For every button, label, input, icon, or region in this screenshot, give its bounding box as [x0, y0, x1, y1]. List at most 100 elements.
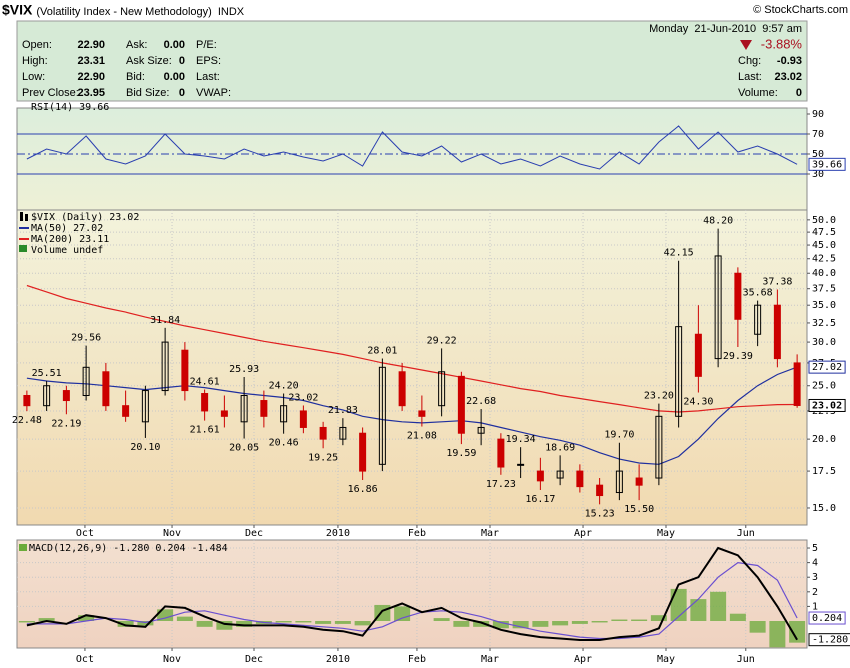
high-label: 24.20 — [269, 381, 299, 392]
quote-label: Prev Close: — [22, 87, 79, 99]
last-value-label: -1.280 — [812, 635, 848, 646]
histogram-bar — [236, 621, 253, 627]
moving-average — [26, 284, 798, 413]
quote-value: 0.00 — [164, 39, 185, 51]
low-label: 21.08 — [407, 431, 437, 442]
y-tick-label: 42.5 — [812, 254, 836, 265]
histogram-bar — [315, 621, 332, 624]
histogram-bar — [473, 621, 490, 627]
histogram-bar — [591, 621, 608, 623]
quote-value: 0.00 — [164, 71, 185, 83]
panel-title: MACD(12,26,9) — [29, 543, 107, 554]
histogram-bar — [78, 615, 95, 621]
change-pct: -3.88% — [761, 36, 803, 51]
x-tick-label: Mar — [481, 528, 499, 539]
histogram-bar — [769, 621, 786, 648]
y-tick-label: 3 — [812, 572, 818, 583]
low-label: 29.39 — [723, 351, 753, 362]
candle-body — [754, 304, 762, 335]
last-value-label: 27.02 — [812, 362, 842, 373]
y-tick-label: 15.0 — [812, 503, 836, 514]
candle-body — [319, 426, 327, 440]
low-label: 21.61 — [190, 425, 220, 436]
last-value-box — [808, 611, 846, 625]
histogram-bar — [137, 621, 154, 626]
candle-body — [62, 390, 70, 402]
histogram-bar — [295, 621, 312, 623]
y-tick-label: 20.0 — [812, 434, 836, 445]
candle-body — [418, 410, 426, 417]
histogram-bar — [571, 621, 588, 624]
candle-body — [280, 405, 288, 423]
legend-value: 23.02 — [109, 212, 139, 223]
candle-body — [576, 470, 584, 488]
candle-body — [477, 426, 485, 434]
candle-body — [615, 470, 623, 494]
histogram-bar — [789, 621, 806, 643]
candle-body — [714, 255, 722, 360]
low-label: 19.25 — [308, 452, 338, 463]
histogram-bar — [729, 613, 746, 621]
quote-label: High: — [22, 55, 48, 67]
quote-label: Bid: — [126, 71, 145, 83]
histogram-bar — [631, 619, 648, 621]
high-label: 24.61 — [190, 376, 220, 387]
high-label: 23.20 — [644, 391, 674, 402]
y-tick-label: 4 — [812, 558, 818, 569]
x-tick-label: May — [657, 654, 675, 665]
high-label: 22.68 — [466, 396, 496, 407]
y-tick-label: 40.0 — [812, 268, 836, 279]
legend-value: 39.66 — [79, 102, 109, 113]
x-tick-label: Nov — [163, 528, 181, 539]
histogram-bar — [196, 621, 213, 627]
candle-body — [43, 385, 51, 407]
y-tick-label: 50.0 — [812, 215, 836, 226]
histogram-bar — [492, 621, 509, 629]
histogram-bar — [18, 621, 35, 623]
histogram-bar — [552, 621, 569, 626]
low-label: 19.59 — [446, 448, 476, 459]
x-tick-label: Jun — [737, 654, 755, 665]
x-tick-label: Apr — [574, 528, 592, 539]
quote-label: Chg: — [738, 55, 761, 67]
legend-icon — [25, 214, 28, 221]
candle-body — [201, 393, 209, 412]
histogram-bar — [176, 616, 193, 621]
credit: © StockCharts.com — [753, 4, 848, 16]
y-tick-label: 50 — [812, 149, 824, 160]
x-tick-label: 2010 — [326, 654, 350, 665]
low-label: 15.50 — [624, 504, 654, 515]
quote-label: Volume: — [738, 87, 778, 99]
y-tick-label: 2 — [812, 587, 818, 598]
quote-value: 0 — [179, 55, 185, 67]
quote-value: 0 — [179, 87, 185, 99]
high-label: 25.51 — [32, 368, 62, 379]
legend-name: MA(50) — [31, 223, 67, 234]
x-tick-label: May — [657, 528, 675, 539]
candle-body — [457, 375, 465, 434]
y-tick-label: 32.5 — [812, 318, 836, 329]
exchange: INDX — [218, 6, 245, 18]
candle-body — [161, 341, 169, 392]
histogram-bar — [117, 621, 134, 627]
histogram-bar — [334, 621, 351, 624]
candle-body — [220, 410, 228, 417]
high-label: 23.02 — [288, 392, 318, 403]
histogram-bar — [216, 621, 233, 630]
high-label: 35.68 — [743, 288, 773, 299]
candle-body — [23, 394, 31, 407]
high-label: 29.56 — [71, 333, 101, 344]
quote-value: 0 — [796, 87, 802, 99]
high-label: 28.01 — [367, 346, 397, 357]
candle-body — [438, 371, 446, 407]
legend-value: 0.204 — [155, 543, 185, 554]
candle-body — [655, 415, 663, 479]
candle-body — [556, 470, 564, 479]
high-label: 21.83 — [328, 405, 358, 416]
quote-date: Monday 21-Jun-2010 9:57 am — [649, 23, 802, 35]
high-label: 37.38 — [762, 276, 792, 287]
y-tick-label: 47.5 — [812, 227, 836, 238]
low-label: 20.05 — [229, 443, 259, 454]
last-value-box — [808, 398, 846, 412]
